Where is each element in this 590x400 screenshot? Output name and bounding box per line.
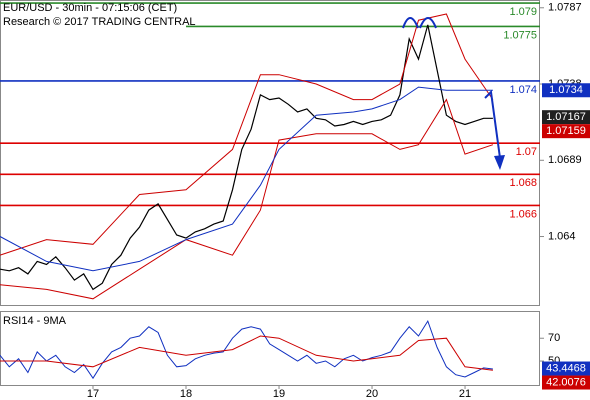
- chart-title: EUR/USD - 30min - 07:15:06 (CET): [3, 2, 177, 14]
- forecast-arrow-head: [494, 155, 505, 170]
- price-box: [542, 110, 590, 125]
- series-line: [0, 86, 493, 272]
- level-label: 1.0775: [503, 29, 537, 41]
- pattern-arcs: [402, 17, 437, 29]
- price-box: [542, 361, 590, 376]
- price-box-label: 42.0076: [546, 376, 586, 388]
- level-label: 1.068: [509, 177, 537, 189]
- y-tick-label: 1.0787: [548, 2, 582, 14]
- level-label: 1.07: [516, 146, 537, 158]
- rsi-title: RSI14 - 9MA: [3, 315, 67, 327]
- level-label: 1.066: [509, 208, 537, 220]
- series-line: [0, 335, 493, 371]
- x-tick-label: 17: [87, 388, 99, 400]
- series-line: [0, 13, 494, 256]
- price-box-label: 1.0734: [549, 84, 583, 96]
- price-box-label: 1.07159: [546, 125, 586, 137]
- series-line: [0, 24, 493, 291]
- x-tick-label: 20: [366, 388, 378, 400]
- price-box-label: 1.07167: [546, 111, 586, 123]
- price-box: [542, 124, 590, 139]
- level-label: 1.074: [509, 84, 537, 96]
- y-tick-label: 70: [548, 332, 560, 344]
- rsi-panel: [0, 311, 540, 386]
- x-tick-label: 21: [459, 388, 471, 400]
- level-label: 1.079: [509, 6, 537, 18]
- y-tick-label: 1.064: [548, 230, 576, 242]
- y-tick-label: 1.0689: [548, 154, 582, 166]
- chart-subtitle: Research © 2017 TRADING CENTRAL: [3, 16, 196, 28]
- price-box-label: 43.4468: [546, 362, 586, 374]
- main-panel: [0, 0, 540, 306]
- series-line: [0, 98, 494, 300]
- x-tick-label: 19: [273, 388, 285, 400]
- forecast-arrow: [484, 89, 501, 159]
- price-box: [542, 375, 590, 390]
- x-tick-label: 18: [180, 388, 192, 400]
- price-box: [542, 83, 590, 98]
